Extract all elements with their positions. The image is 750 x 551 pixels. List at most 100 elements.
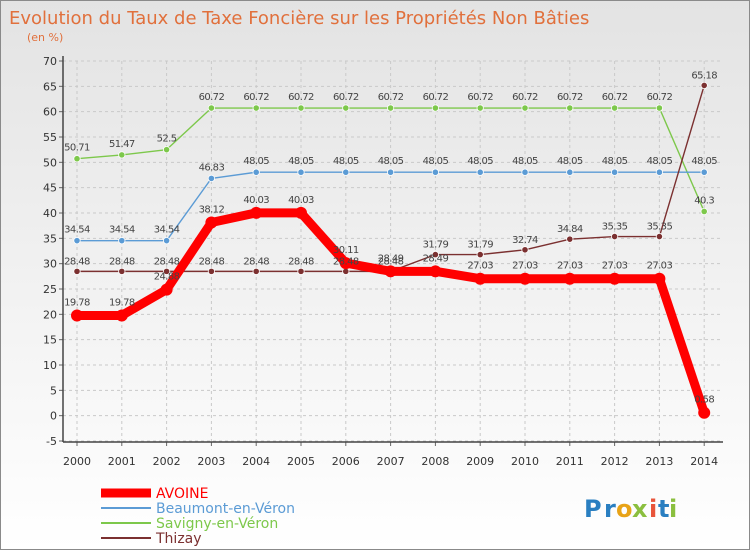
data-label-beaumont-en-veron: 48.05 [557,156,583,167]
y-tick-label: 45 [43,182,57,195]
data-label-savigny-en-veron: 52.5 [157,134,177,145]
data-point-savigny-en-veron [73,155,81,163]
data-point-thizay [476,250,484,259]
data-label-avoine: 27.03 [647,261,673,272]
data-label-avoine: 30.11 [333,245,359,256]
y-tick-label: -5 [46,435,57,448]
y-tick-label: 20 [43,308,57,321]
data-labels: 50.71 51.47 52.5 60.72 60.72 60.72 60.72 60.72 6… [64,70,718,406]
data-label-avoine: 27.03 [602,261,628,272]
data-point-thizay [118,267,126,275]
data-point-avoine [384,265,397,278]
logo-letter: i [649,495,657,523]
data-point-savigny-en-veron [700,207,708,216]
data-label-beaumont-en-veron: 48.05 [512,156,538,167]
data-label-thizay: 32.74 [512,235,538,246]
y-tick-label: 60 [43,106,57,119]
data-point-beaumont-en-veron [252,168,260,176]
y-tick-label: 5 [50,384,57,397]
y-tick-label: 40 [43,207,57,220]
data-point-beaumont-en-veron [610,168,619,176]
data-point-savigny-en-veron [386,104,395,112]
data-point-beaumont-en-veron [700,168,708,176]
data-point-thizay [610,232,619,241]
data-point-avoine [519,272,531,285]
data-label-savigny-en-veron: 60.72 [199,92,225,103]
data-point-thizay [566,235,574,243]
data-label-beaumont-en-veron: 48.05 [467,156,493,167]
data-point-thizay [655,232,664,241]
data-label-avoine: 27.03 [557,261,583,272]
data-label-thizay: 35.35 [647,222,673,233]
data-label-thizay: 28.48 [378,256,404,267]
logo-letter: P [584,495,602,523]
data-label-avoine: 19.78 [109,297,135,308]
data-label-thizay: 28.48 [64,256,90,267]
data-label-savigny-en-veron: 60.72 [243,92,269,103]
x-tick-label: 2000 [63,455,91,468]
data-label-beaumont-en-veron: 48.05 [243,156,269,167]
data-label-thizay: 28.48 [333,256,359,267]
data-label-savigny-en-veron: 60.72 [647,92,673,103]
legend-label-thizay: Thizay [155,531,202,547]
logo-letter: x [632,495,648,523]
chart-subtitle: (en %) [27,31,63,44]
data-point-savigny-en-veron [476,104,484,112]
x-tick-label: 2009 [466,455,494,468]
data-point-savigny-en-veron [163,146,171,154]
data-point-avoine [205,216,218,229]
data-point-avoine [429,265,442,278]
data-label-thizay: 28.48 [288,256,314,267]
data-point-beaumont-en-veron [118,237,126,245]
data-point-savigny-en-veron [521,104,529,112]
logo-letter: o [616,495,633,523]
data-point-avoine [563,272,576,285]
data-label-savigny-en-veron: 60.72 [288,92,314,103]
data-label-avoine: 28.49 [378,253,404,264]
data-label-beaumont-en-veron: 46.83 [199,162,225,173]
data-label-savigny-en-veron: 60.72 [378,92,404,103]
data-point-thizay [207,267,215,275]
data-label-savigny-en-veron: 60.72 [512,92,538,103]
data-label-avoine: 27.03 [467,261,493,272]
data-label-beaumont-en-veron: 48.05 [602,156,628,167]
data-label-beaumont-en-veron: 48.05 [691,156,717,167]
data-label-avoine: 24.88 [154,272,180,283]
legend: AVOINEBeaumont-en-VéronSavigny-en-VéronT… [101,486,295,547]
data-label-thizay: 28.48 [154,256,180,267]
logo-letter: r [604,495,616,523]
data-label-avoine: 0.58 [694,395,714,406]
data-label-avoine: 38.12 [199,205,225,216]
x-tick-label: 2004 [242,455,270,468]
y-tick-label: 70 [43,55,57,68]
data-label-avoine: 40.03 [288,195,314,206]
data-label-savigny-en-veron: 50.71 [64,143,90,154]
data-label-avoine: 28.49 [423,253,449,264]
x-tick-label: 2008 [421,455,449,468]
data-point-avoine [698,406,711,419]
data-label-thizay: 65.18 [691,70,717,81]
x-tick-label: 2006 [332,455,360,468]
x-tick-label: 2011 [556,455,584,468]
data-point-beaumont-en-veron [297,168,305,176]
data-point-thizay [252,267,260,275]
x-tick-label: 2012 [601,455,629,468]
logo-letter: i [669,495,677,523]
data-label-beaumont-en-veron: 48.05 [378,156,404,167]
x-tick-label: 2007 [377,455,405,468]
data-point-beaumont-en-veron [431,168,439,176]
data-label-savigny-en-veron: 60.72 [602,92,628,103]
data-label-beaumont-en-veron: 48.05 [647,156,673,167]
data-label-thizay: 35.35 [602,222,628,233]
data-point-beaumont-en-veron [207,174,215,182]
data-point-avoine [71,309,83,322]
data-label-beaumont-en-veron: 48.05 [288,156,314,167]
data-point-avoine [474,272,487,285]
data-point-thizay [521,246,529,254]
logo-letter: t [658,495,669,523]
x-tick-label: 2005 [287,455,315,468]
data-label-avoine: 27.03 [512,261,538,272]
data-point-beaumont-en-veron [342,168,350,176]
